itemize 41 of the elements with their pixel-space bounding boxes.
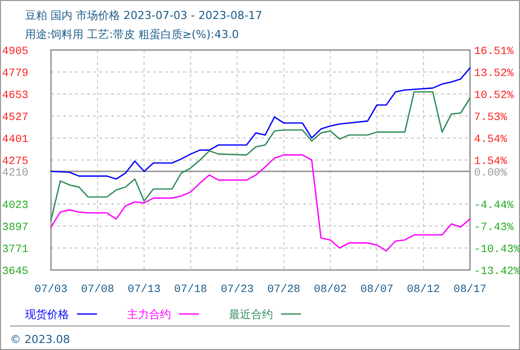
y-tick-label: 4275	[2, 156, 28, 168]
legend-label: 最近合约	[229, 308, 273, 321]
x-tick-label: 07/28	[267, 284, 300, 296]
y2-tick-label: 10.52%	[474, 90, 514, 102]
y2-tick-label: 16.51%	[474, 46, 514, 58]
y2-tick-label: 4.54%	[474, 134, 508, 146]
y-tick-label: 4527	[2, 112, 28, 124]
text: © 2023.08	[10, 333, 70, 346]
y2-tick-label: -7.43%	[474, 222, 514, 234]
x-tick-label: 07/08	[81, 284, 114, 296]
x-tick-label: 07/18	[174, 284, 208, 296]
y-tick-label: 3897	[2, 222, 28, 234]
line-series	[50, 67, 471, 180]
y-tick-label: 3771	[2, 244, 29, 256]
y2-tick-label: -4.44%	[474, 200, 514, 212]
y2-tick-label: 0.00%	[474, 167, 508, 180]
line-series	[50, 91, 471, 221]
y2-tick-label: 7.53%	[474, 112, 508, 124]
x-tick-label: 08/07	[360, 284, 394, 296]
x-tick-label: 08/12	[406, 284, 440, 296]
y2-tick-label: 1.54%	[474, 156, 508, 168]
legend-label: 现货价格	[25, 308, 69, 321]
legend-label: 主力合约	[127, 308, 171, 321]
chart-subtitle: 用途:饲料用 工艺:带皮 粗蛋白质≥(%):43.0	[25, 28, 239, 41]
y-tick-label: 4779	[2, 68, 28, 80]
x-tick-label: 07/03	[34, 284, 68, 296]
x-tick-label: 07/23	[220, 284, 254, 296]
y-tick-label: 4401	[2, 134, 29, 146]
y-tick-label: 4023	[2, 200, 28, 212]
chart-title: 豆粕 国内 市场价格 2023-07-03 - 2023-08-17	[25, 9, 262, 22]
x-tick-label: 08/17	[453, 284, 487, 296]
x-tick-label: 07/13	[128, 284, 161, 296]
y2-tick-label: 13.52%	[474, 68, 514, 80]
y-tick-label: 4210	[2, 167, 28, 180]
y-tick-label: 4905	[2, 46, 28, 58]
line-series	[50, 154, 471, 252]
x-tick-label: 08/02	[314, 284, 347, 296]
y-tick-label: 3645	[2, 266, 28, 278]
y2-tick-label: -10.43%	[474, 244, 520, 256]
y2-tick-label: -13.42%	[474, 266, 520, 278]
y-tick-label: 4653	[2, 90, 28, 102]
